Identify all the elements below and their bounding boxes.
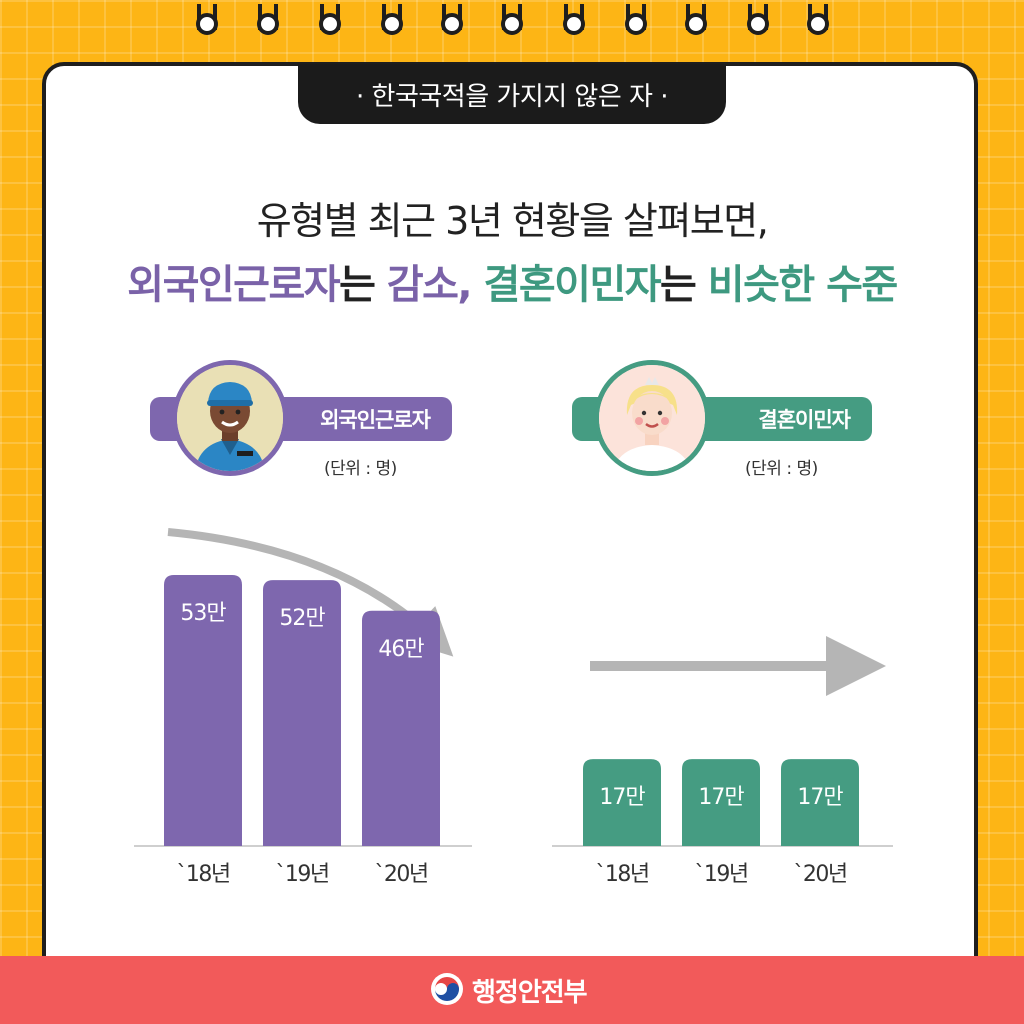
bride-avatar-icon xyxy=(594,360,710,476)
headline-similar: 비슷한 수준 xyxy=(707,262,898,308)
chart-0-value-label-0: 53만 xyxy=(180,601,226,626)
headline-decrease: 감소, xyxy=(386,262,473,308)
chart-1-bar-1 xyxy=(682,759,760,846)
headline-line-2: 외국인근로자는 감소, 결혼이민자는 비슷한 수준 xyxy=(0,252,1024,310)
headline-text: 는 xyxy=(339,262,387,308)
chart-0-category-label-1: `19년 xyxy=(275,862,328,887)
chart-0-bar-1 xyxy=(263,580,341,846)
ring-7 xyxy=(625,13,647,35)
chart-1-value-label-1: 17만 xyxy=(698,785,744,810)
unit-label-right: (단위 : 명) xyxy=(745,459,818,479)
chart-0-bar-0 xyxy=(164,575,242,846)
taegeuk-emblem-icon xyxy=(431,973,463,1005)
ring-8 xyxy=(685,13,707,35)
chart-1-bar-0 xyxy=(583,759,661,846)
ring-9 xyxy=(747,13,769,35)
headline-text-2: 는 xyxy=(660,262,708,308)
ring-0 xyxy=(196,13,218,35)
chart-0-value-label-1: 52만 xyxy=(279,606,325,631)
worker-avatar-icon xyxy=(172,360,288,476)
chart-1-category-label-1: `19년 xyxy=(694,862,747,887)
chart-0-value-label-2: 46만 xyxy=(378,637,424,662)
spiral-binding xyxy=(196,4,829,35)
content-card xyxy=(42,62,978,1022)
chart-1-bar-2 xyxy=(781,759,859,846)
ring-4 xyxy=(441,13,463,35)
chart-1-value-label-2: 17만 xyxy=(797,785,843,810)
chart-1-category-label-0: `18년 xyxy=(595,862,648,887)
chart-0-category-label-2: `20년 xyxy=(374,862,427,887)
chart-0-category-label-0: `18년 xyxy=(176,862,229,887)
org-name: 행정안전부 xyxy=(472,978,588,1008)
chart-1-value-label-0: 17만 xyxy=(599,785,645,810)
ring-3 xyxy=(381,13,403,35)
ring-10 xyxy=(807,13,829,35)
ring-5 xyxy=(501,13,523,35)
unit-label-left: (단위 : 명) xyxy=(324,459,397,479)
ring-6 xyxy=(563,13,585,35)
ring-1 xyxy=(257,13,279,35)
headline-marriage-migrants: 결혼이민자 xyxy=(483,262,662,308)
headline-foreign-workers: 외국인근로자 xyxy=(127,262,340,308)
headline-line-1: 유형별 최근 3년 현황을 살펴보면, xyxy=(256,199,769,243)
chart-1-category-label-2: `20년 xyxy=(793,862,846,887)
header-tag: · 한국국적을 가지지 않은 자 · xyxy=(298,64,726,124)
footer-bar xyxy=(0,956,1024,1024)
chart-0-bar-2 xyxy=(362,610,440,846)
ring-2 xyxy=(319,13,341,35)
